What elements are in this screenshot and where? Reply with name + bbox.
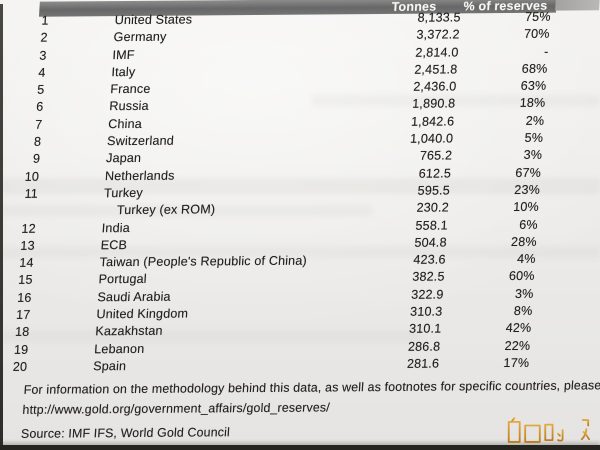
rank-cell: 18 [14,325,30,340]
tonnes-cell: 1,040.0 [409,131,454,146]
rank-cell: 1 [41,13,50,28]
tonnes-cell: 2,814.0 [415,44,459,60]
photo-edge-bottom [0,445,600,450]
reserves-cell: 4% [516,251,537,267]
reserves-cell: 8% [513,303,533,319]
tonnes-cell: 558.1 [415,218,449,233]
rank-cell: 8 [33,134,42,149]
reserves-cell: 67% [514,165,542,180]
tonnes-cell: 3,372.2 [416,27,461,43]
tonnes-cell: 230.2 [416,200,450,216]
rank-cell: 16 [16,290,32,305]
rank-cell: 3 [38,48,47,63]
rank-cell: 19 [13,342,29,357]
reserves-cell: 68% [521,61,548,76]
reserves-cell: 70% [523,26,551,42]
tonnes-cell: 1,890.8 [411,96,456,112]
reserves-cell: 23% [513,182,541,197]
table-row: 20 Spain 281.6 17% [0,354,578,376]
reserves-cell: 3% [514,286,534,301]
rank-cell: 13 [19,238,36,253]
rank-cell: 15 [17,273,34,288]
reserves-cell: 2% [525,113,545,128]
reserves-cell: 10% [512,200,540,215]
table-rows: 1 United States 8,133.5 75% 2 Germany 3,… [0,8,599,376]
rank-cell: 10 [24,169,40,184]
liberty-times-watermark [507,417,590,443]
reserves-cell: 63% [520,78,547,94]
tonnes-cell: 1,842.6 [410,114,455,129]
rank-cell: 4 [37,65,46,80]
tonnes-cell: 322.9 [410,287,444,302]
reserves-cell: 42% [505,321,532,336]
tonnes-cell: 612.5 [418,166,452,181]
country-cell: Spain [92,358,127,374]
rank-cell: 7 [34,117,43,132]
tonnes-cell: 595.5 [417,183,451,198]
rank-cell: 20 [12,359,28,374]
tonnes-cell: 382.5 [411,269,446,285]
header-spacer [39,7,357,9]
tonnes-cell: 2,436.0 [412,79,457,94]
reserves-cell: 6% [518,217,539,232]
tonnes-cell: 504.8 [414,235,448,250]
reserves-cell: 28% [510,234,538,249]
reserves-cell: 18% [519,96,546,111]
reserves-cell: 75% [524,9,552,24]
reserves-cell: 22% [504,338,531,353]
tonnes-cell: 765.2 [419,148,453,164]
rank-cell: 2 [40,30,49,45]
rank-cell: 9 [32,152,41,167]
tonnes-cell: 8,133.5 [417,10,462,25]
reserves-cell: 17% [503,355,530,370]
rank-cell: 14 [18,255,35,271]
rank-cell: 17 [15,307,31,322]
photo-edge-left [0,4,3,450]
gold-org-url: http://www.gold.org/government_affairs/g… [22,400,331,417]
reserves-cell: 3% [523,148,543,163]
reserves-cell: - [543,44,549,59]
rank-cell: 6 [35,100,44,115]
methodology-note: For information on the methodology behin… [23,378,600,397]
rank-cell [0,203,37,221]
tonnes-cell: 310.3 [409,304,443,319]
source-note: Source: IMF IFS, World Gold Council [20,425,231,441]
tonnes-cell: 286.8 [407,339,441,354]
rank-cell: 11 [24,186,39,201]
reserves-cell: 60% [508,269,536,284]
tonnes-cell: 281.6 [406,356,440,371]
tonnes-cell: 2,451.8 [413,62,458,77]
rank-cell: 12 [21,221,37,236]
tonnes-cell: 423.6 [412,252,447,267]
rank-cell: 5 [36,82,45,97]
tonnes-cell: 310.1 [408,321,442,337]
reserves-cell: 5% [524,130,544,145]
